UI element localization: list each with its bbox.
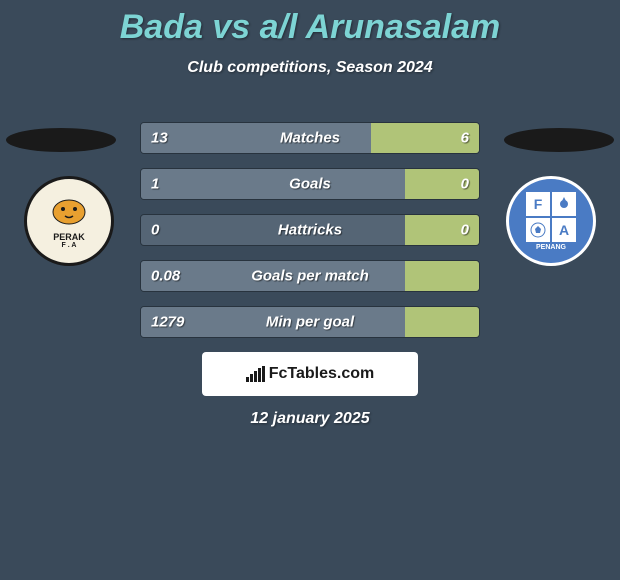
stat-value-right: 0: [461, 222, 469, 239]
stat-bar-right: [405, 261, 479, 291]
team-right-logo: F A PENANG: [506, 176, 596, 266]
stats-container: 13 Matches 6 1 Goals 0 0 Hattricks 0 0.0…: [140, 122, 480, 352]
branding-text: FcTables.com: [269, 365, 375, 383]
branding-badge: FcTables.com: [202, 352, 418, 396]
stat-label: Hattricks: [278, 222, 342, 239]
stat-label: Goals per match: [251, 268, 369, 285]
stat-value-right: 6: [461, 130, 469, 147]
logo-cell-emblem: [552, 192, 576, 216]
team-left-name: PERAK: [47, 232, 91, 242]
team-left-sub: F . A: [47, 242, 91, 249]
footer-date: 12 january 2025: [250, 410, 369, 428]
stat-row-matches: 13 Matches 6: [140, 122, 480, 154]
page-subtitle: Club competitions, Season 2024: [0, 59, 620, 77]
logo-cell-f: F: [526, 192, 550, 216]
tiger-icon: [47, 194, 91, 230]
stat-value-left: 1279: [151, 314, 184, 331]
team-left-shadow: [6, 128, 116, 152]
stat-row-goals: 1 Goals 0: [140, 168, 480, 200]
stat-label: Goals: [289, 176, 331, 193]
page-title: Bada vs a/l Arunasalam: [0, 0, 620, 47]
stat-bar-right: [405, 307, 479, 337]
stat-row-mpg: 1279 Min per goal: [140, 306, 480, 338]
emblem-icon: [555, 195, 573, 213]
stat-label: Matches: [280, 130, 340, 147]
stat-bar-left: [141, 169, 405, 199]
stat-value-left: 13: [151, 130, 168, 147]
team-left-logo: PERAK F . A: [24, 176, 114, 266]
stat-value-left: 0.08: [151, 268, 180, 285]
ball-icon: [529, 221, 547, 239]
stat-value-left: 0: [151, 222, 159, 239]
team-right-name: PENANG: [536, 244, 566, 251]
stat-label: Min per goal: [266, 314, 354, 331]
stat-value-left: 1: [151, 176, 159, 193]
logo-cell-ball: [526, 218, 550, 242]
stat-row-gpm: 0.08 Goals per match: [140, 260, 480, 292]
team-right-grid: F A: [526, 192, 576, 242]
team-right-shadow: [504, 128, 614, 152]
stat-row-hattricks: 0 Hattricks 0: [140, 214, 480, 246]
logo-cell-a: A: [552, 218, 576, 242]
stat-value-right: 0: [461, 176, 469, 193]
team-left-logo-text: PERAK F . A: [47, 194, 91, 249]
bars-icon: [246, 366, 265, 382]
